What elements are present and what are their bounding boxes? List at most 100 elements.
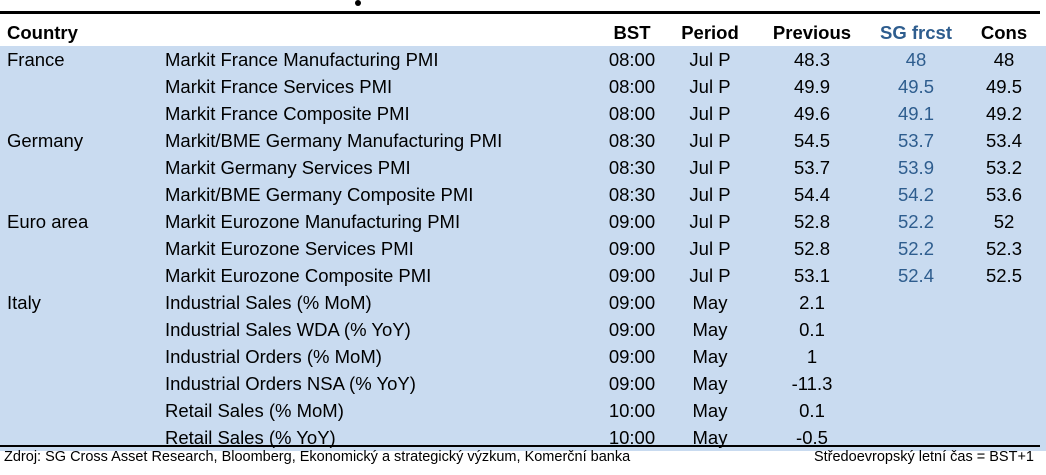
cell-consensus: 53.2 bbox=[961, 154, 1046, 181]
cell-previous: 52.8 bbox=[753, 208, 871, 235]
cell-country: Germany bbox=[0, 127, 165, 154]
cell-country bbox=[0, 316, 165, 343]
cell-previous: 54.4 bbox=[753, 181, 871, 208]
cell-sg-forecast: 52.4 bbox=[871, 262, 961, 289]
cell-sg-forecast: 48 bbox=[871, 46, 961, 73]
source-note: Zdroj: SG Cross Asset Research, Bloomber… bbox=[4, 449, 631, 465]
cell-consensus bbox=[961, 370, 1046, 397]
cell-bst: 08:30 bbox=[597, 181, 667, 208]
cell-bst: 08:00 bbox=[597, 46, 667, 73]
cell-previous: 49.9 bbox=[753, 73, 871, 100]
bottom-rule bbox=[0, 445, 1040, 447]
cell-country bbox=[0, 397, 165, 424]
cell-bst: 09:00 bbox=[597, 235, 667, 262]
cell-previous: 0.1 bbox=[753, 316, 871, 343]
header-fragment bbox=[355, 0, 361, 6]
cell-sg-forecast bbox=[871, 397, 961, 424]
cell-period: Jul P bbox=[667, 46, 753, 73]
cell-indicator: Industrial Orders NSA (% YoY) bbox=[165, 370, 597, 397]
cell-period: May bbox=[667, 289, 753, 316]
header-country: Country bbox=[0, 18, 165, 46]
cell-country bbox=[0, 181, 165, 208]
table-row: Industrial Orders (% MoM) 09:00 May 1 bbox=[0, 343, 1046, 370]
cell-indicator: Industrial Orders (% MoM) bbox=[165, 343, 597, 370]
cell-previous: 1 bbox=[753, 343, 871, 370]
cell-indicator: Markit Germany Services PMI bbox=[165, 154, 597, 181]
cell-bst: 10:00 bbox=[597, 397, 667, 424]
economic-calendar-table: Country BST Period Previous SG frcst Con… bbox=[0, 18, 1046, 451]
table-row: France Markit France Manufacturing PMI 08:… bbox=[0, 46, 1046, 73]
cell-consensus bbox=[961, 316, 1046, 343]
cell-consensus bbox=[961, 397, 1046, 424]
cell-bst: 08:30 bbox=[597, 127, 667, 154]
cell-consensus bbox=[961, 343, 1046, 370]
cell-period: Jul P bbox=[667, 181, 753, 208]
table-row: Italy Industrial Sales (% MoM) 09:00 May 2.1 bbox=[0, 289, 1046, 316]
cell-sg-forecast: 52.2 bbox=[871, 235, 961, 262]
table-row: Markit France Services PMI 08:00 Jul P 49.9… bbox=[0, 73, 1046, 100]
table-row: Euro area Markit Eurozone Manufacturing P… bbox=[0, 208, 1046, 235]
cell-indicator: Markit/BME Germany Manufacturing PMI bbox=[165, 127, 597, 154]
table-row: Retail Sales (% MoM) 10:00 May 0.1 bbox=[0, 397, 1046, 424]
cell-bst: 08:00 bbox=[597, 100, 667, 127]
cell-country bbox=[0, 73, 165, 100]
cell-consensus bbox=[961, 289, 1046, 316]
cell-previous: -11.3 bbox=[753, 370, 871, 397]
cell-consensus: 52.3 bbox=[961, 235, 1046, 262]
cell-previous: 52.8 bbox=[753, 235, 871, 262]
cell-sg-forecast: 54.2 bbox=[871, 181, 961, 208]
table-header-row: Country BST Period Previous SG frcst Con… bbox=[0, 18, 1046, 46]
cell-previous: 48.3 bbox=[753, 46, 871, 73]
cell-consensus: 52 bbox=[961, 208, 1046, 235]
cell-previous: 2.1 bbox=[753, 289, 871, 316]
cell-period: Jul P bbox=[667, 127, 753, 154]
cell-sg-forecast bbox=[871, 370, 961, 397]
cell-period: Jul P bbox=[667, 235, 753, 262]
cell-consensus: 53.4 bbox=[961, 127, 1046, 154]
cell-consensus: 53.6 bbox=[961, 181, 1046, 208]
cell-bst: 09:00 bbox=[597, 316, 667, 343]
cell-country bbox=[0, 370, 165, 397]
cell-previous: 53.1 bbox=[753, 262, 871, 289]
header-previous: Previous bbox=[753, 18, 871, 46]
cell-period: Jul P bbox=[667, 208, 753, 235]
cell-indicator: Markit Eurozone Composite PMI bbox=[165, 262, 597, 289]
cell-indicator: Industrial Sales WDA (% YoY) bbox=[165, 316, 597, 343]
cell-previous: 49.6 bbox=[753, 100, 871, 127]
cell-indicator: Markit Eurozone Manufacturing PMI bbox=[165, 208, 597, 235]
cell-sg-forecast bbox=[871, 343, 961, 370]
cell-indicator: Markit/BME Germany Composite PMI bbox=[165, 181, 597, 208]
header-consensus: Cons bbox=[961, 18, 1046, 46]
cell-sg-forecast: 53.9 bbox=[871, 154, 961, 181]
cell-previous: 53.7 bbox=[753, 154, 871, 181]
header-sg-forecast: SG frcst bbox=[871, 18, 961, 46]
cell-bst: 09:00 bbox=[597, 370, 667, 397]
cell-country: Euro area bbox=[0, 208, 165, 235]
cell-previous: 54.5 bbox=[753, 127, 871, 154]
cell-country bbox=[0, 262, 165, 289]
header-period: Period bbox=[667, 18, 753, 46]
cell-bst: 08:00 bbox=[597, 73, 667, 100]
cell-period: Jul P bbox=[667, 100, 753, 127]
cell-consensus: 52.5 bbox=[961, 262, 1046, 289]
top-rule bbox=[0, 11, 1040, 14]
cell-sg-forecast: 49.5 bbox=[871, 73, 961, 100]
cell-period: May bbox=[667, 316, 753, 343]
cell-bst: 09:00 bbox=[597, 262, 667, 289]
cell-consensus: 49.2 bbox=[961, 100, 1046, 127]
cell-previous: 0.1 bbox=[753, 397, 871, 424]
table-row: Germany Markit/BME Germany Manufacturing … bbox=[0, 127, 1046, 154]
cell-country bbox=[0, 154, 165, 181]
table-body: France Markit France Manufacturing PMI 08:… bbox=[0, 46, 1046, 451]
cell-consensus: 48 bbox=[961, 46, 1046, 73]
cell-bst: 09:00 bbox=[597, 208, 667, 235]
cell-sg-forecast: 49.1 bbox=[871, 100, 961, 127]
cell-indicator: Markit France Manufacturing PMI bbox=[165, 46, 597, 73]
cell-consensus: 49.5 bbox=[961, 73, 1046, 100]
cell-period: May bbox=[667, 370, 753, 397]
table-row: Industrial Sales WDA (% YoY) 09:00 May 0.1 bbox=[0, 316, 1046, 343]
cell-country bbox=[0, 100, 165, 127]
cell-indicator: Industrial Sales (% MoM) bbox=[165, 289, 597, 316]
cell-sg-forecast: 52.2 bbox=[871, 208, 961, 235]
